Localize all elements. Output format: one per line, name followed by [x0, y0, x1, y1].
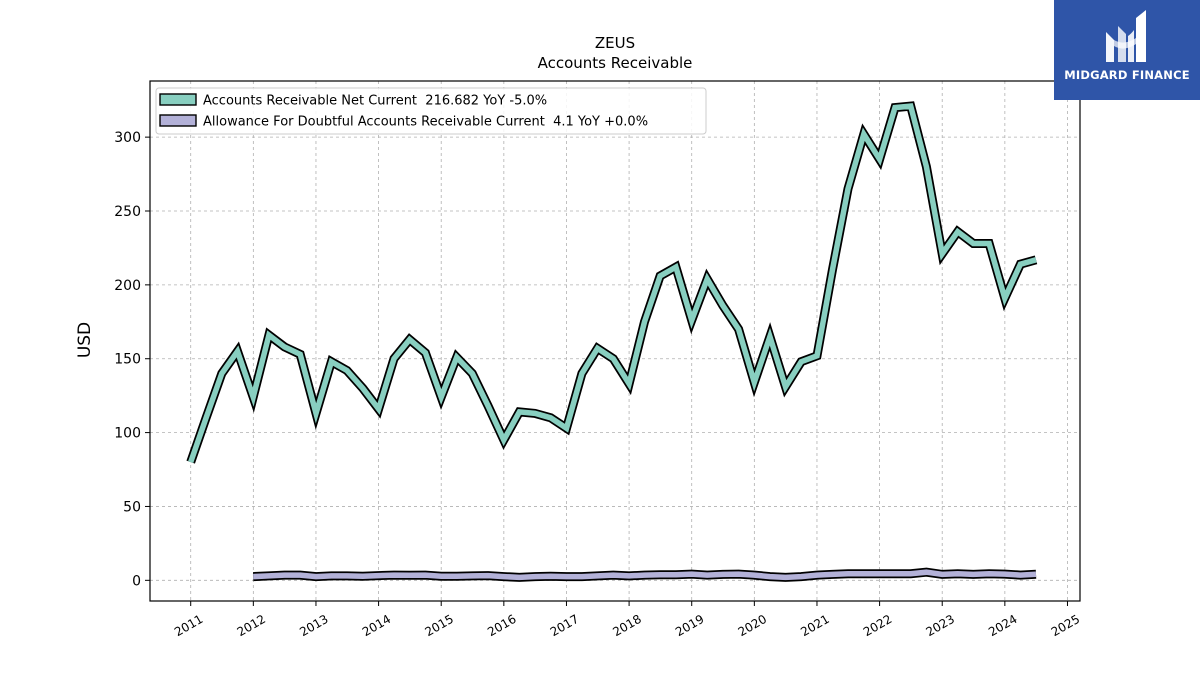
grid — [150, 81, 1080, 601]
series-lines — [186, 101, 1038, 582]
x-tick-label: 2012 — [235, 612, 268, 639]
x-tick-label: 2017 — [548, 612, 581, 639]
x-tick-label: 2023 — [923, 612, 956, 639]
x-tick-label: 2015 — [422, 612, 455, 639]
x-tick-label: 2022 — [861, 612, 894, 639]
legend-entry: Allowance For Doubtful Accounts Receivab… — [203, 115, 648, 130]
x-tick-label: 2024 — [986, 612, 1019, 639]
logo-mark-icon — [1106, 10, 1146, 62]
x-tick-label: 2021 — [798, 612, 831, 639]
y-tick-label: 250 — [114, 204, 141, 220]
legend-swatch — [159, 114, 197, 127]
y-tick-label: 150 — [114, 352, 141, 368]
logo-text: MIDGARD FINANCE — [1064, 68, 1190, 82]
y-tick-label: 300 — [114, 130, 141, 146]
plot-frame — [149, 80, 1081, 602]
y-tick-label: 200 — [114, 278, 141, 294]
chart-title: ZEUS — [595, 34, 635, 52]
series-line — [253, 569, 1037, 581]
series-line — [188, 103, 1037, 464]
y-tick-label: 50 — [123, 499, 141, 515]
y-tick-label: 100 — [114, 426, 141, 442]
x-tick-label: 2013 — [297, 612, 330, 639]
x-tick-label: 2011 — [172, 612, 205, 639]
x-tick-label: 2014 — [360, 612, 393, 639]
x-tick-label: 2025 — [1049, 612, 1082, 639]
y-axis-label: USD — [75, 322, 95, 358]
x-tick-label: 2018 — [610, 612, 643, 639]
y-tick-label: 0 — [132, 573, 141, 589]
chart-subtitle: Accounts Receivable — [538, 54, 693, 72]
legend-entry: Accounts Receivable Net Current 216.682 … — [203, 94, 547, 109]
x-tick-label: 2019 — [673, 612, 706, 639]
legend: Accounts Receivable Net Current 216.682 … — [155, 87, 707, 135]
legend-swatch — [159, 93, 197, 106]
x-tick-label: 2016 — [485, 612, 518, 639]
x-tick-label: 2020 — [736, 612, 769, 639]
brand-logo: MIDGARD FINANCE — [1054, 0, 1200, 100]
